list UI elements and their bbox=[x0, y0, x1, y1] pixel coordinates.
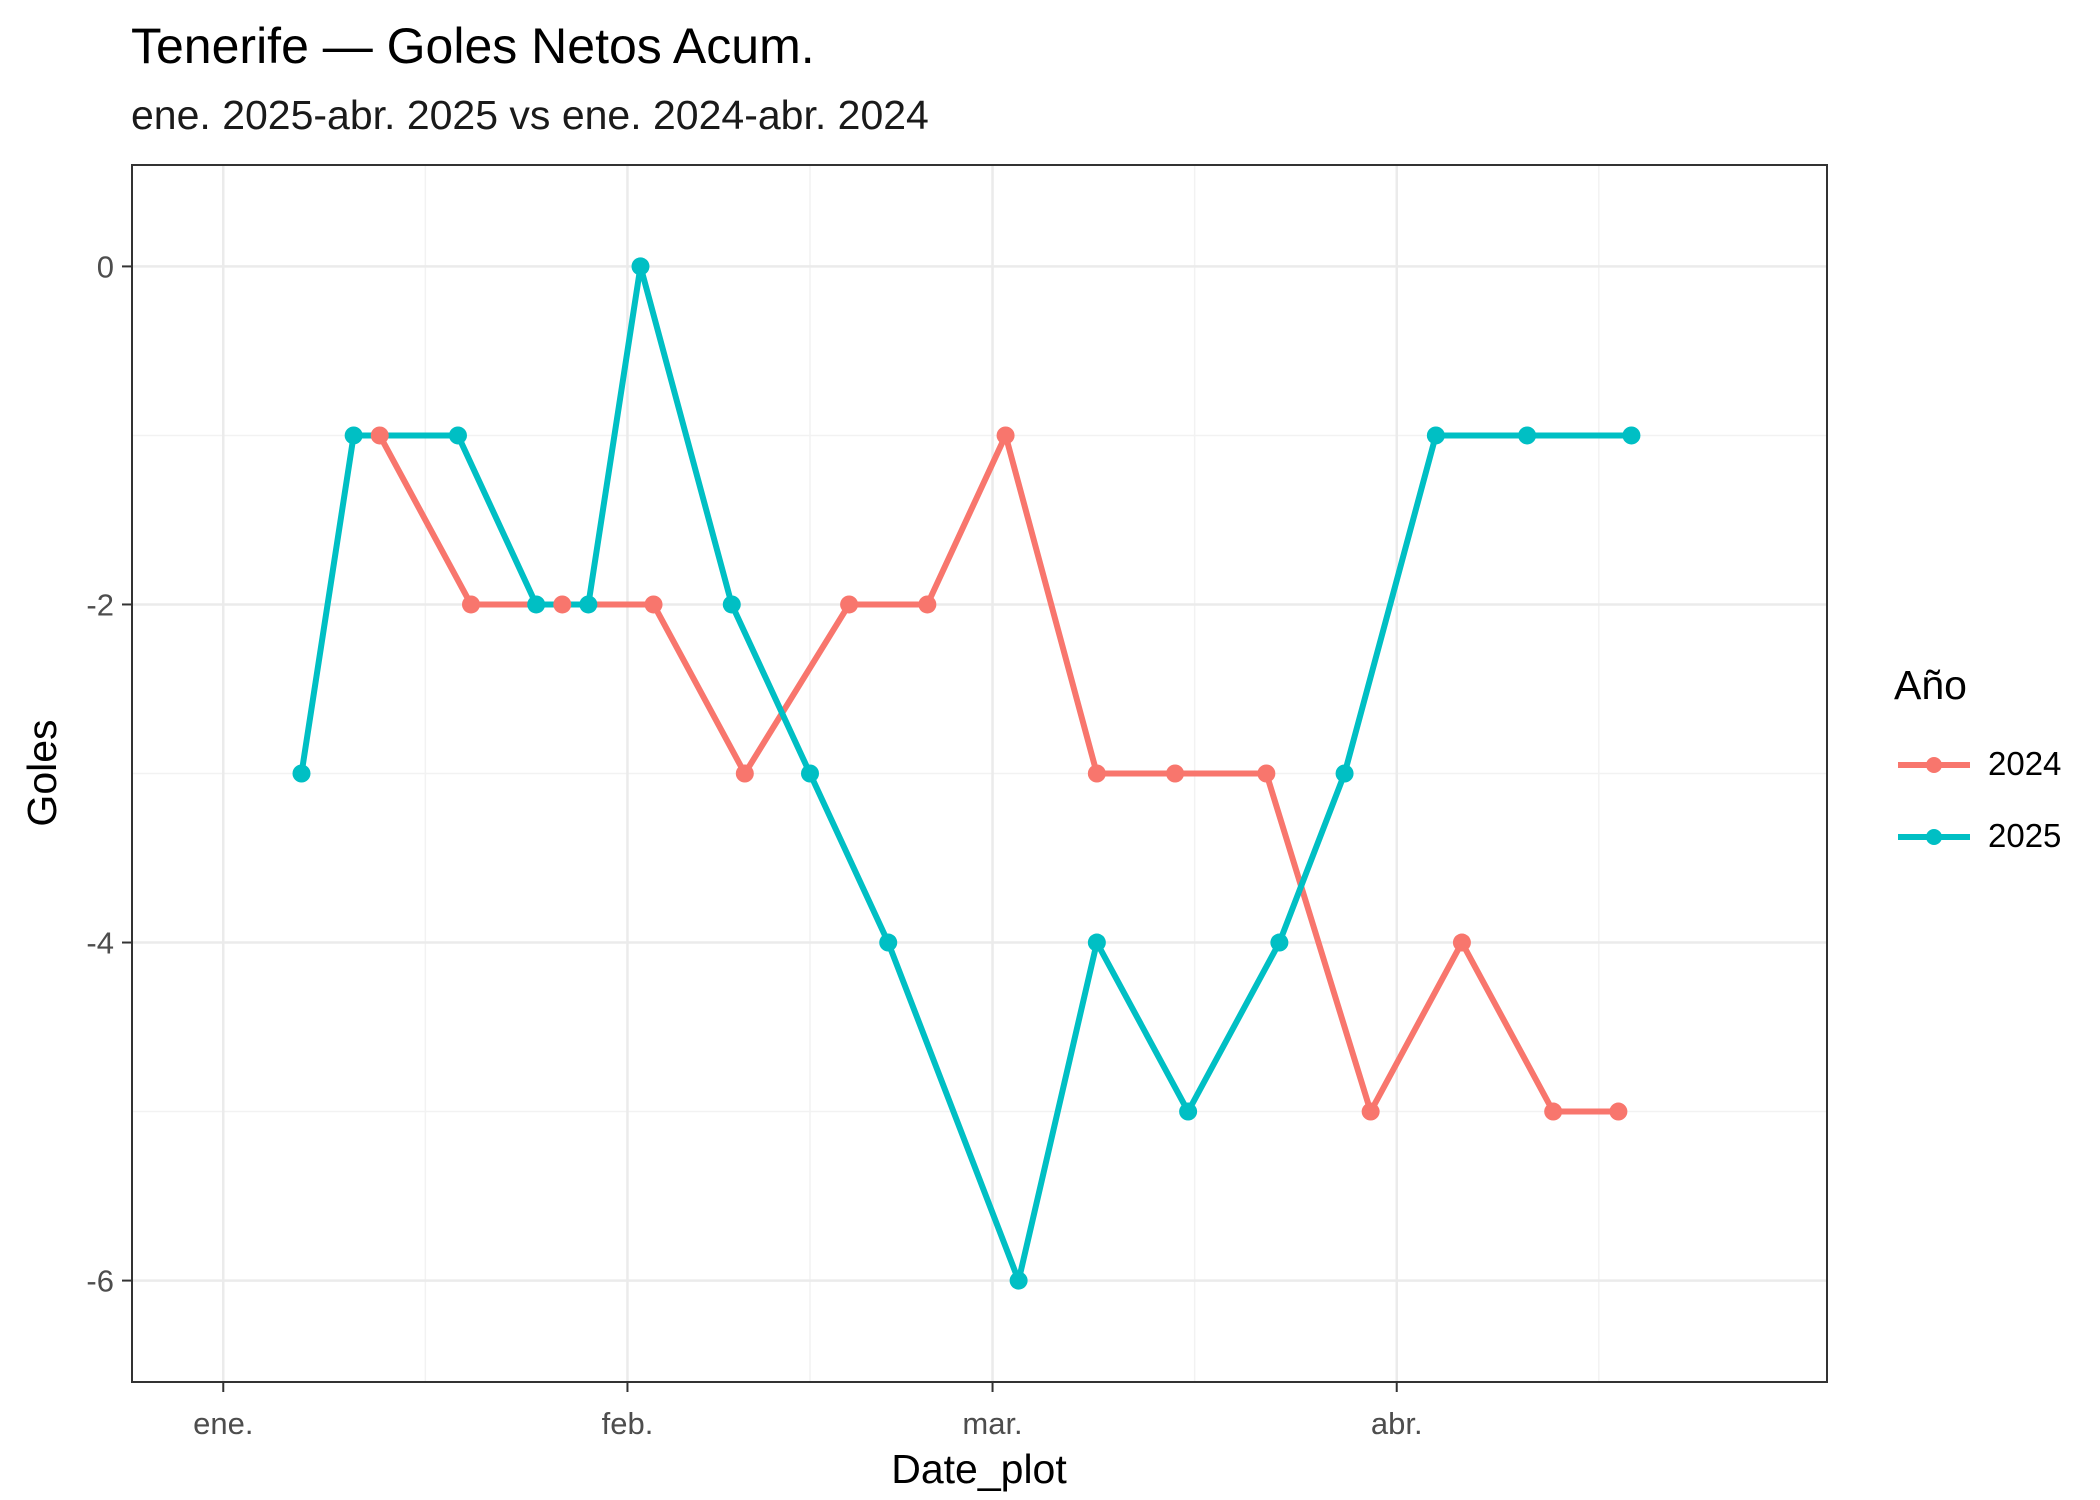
data-point-2024 bbox=[840, 595, 859, 614]
data-point-2025 bbox=[879, 933, 898, 952]
legend-key-point bbox=[1926, 757, 1942, 773]
data-point-2024 bbox=[1087, 764, 1106, 783]
chart-subtitle: ene. 2025-abr. 2025 vs ene. 2024-abr. 20… bbox=[131, 92, 929, 138]
data-point-2024 bbox=[462, 595, 480, 614]
data-point-2025 bbox=[1270, 933, 1289, 952]
data-point-2025 bbox=[1426, 426, 1445, 445]
data-point-2024 bbox=[1609, 1102, 1628, 1121]
legend-item-2025: 2025 bbox=[1894, 800, 2061, 872]
data-point-2025 bbox=[801, 764, 819, 783]
x-tick-label: abr. bbox=[1371, 1406, 1423, 1441]
data-point-2024 bbox=[918, 595, 937, 614]
data-point-2024 bbox=[644, 595, 663, 614]
data-point-2025 bbox=[1518, 426, 1537, 445]
data-point-2025 bbox=[1335, 764, 1354, 783]
y-tick-label: -4 bbox=[86, 926, 114, 961]
data-point-2024 bbox=[735, 764, 754, 783]
data-point-2025 bbox=[579, 595, 598, 614]
data-point-2024 bbox=[1452, 933, 1471, 952]
data-point-2025 bbox=[722, 595, 741, 614]
data-point-2024 bbox=[370, 426, 389, 445]
data-point-2024 bbox=[1544, 1102, 1563, 1121]
major-gridlines bbox=[132, 165, 1827, 1382]
legend-key-point bbox=[1926, 829, 1942, 845]
data-point-2025 bbox=[527, 595, 546, 614]
chart-title: Tenerife — Goles Netos Acum. bbox=[131, 18, 815, 74]
data-point-2025 bbox=[1009, 1271, 1028, 1290]
legend-label-2024: 2024 bbox=[1988, 745, 2062, 782]
plot-border bbox=[131, 164, 1828, 1383]
data-point-2025 bbox=[631, 257, 650, 276]
legend-key-2024 bbox=[1894, 744, 1974, 784]
x-tick-label: feb. bbox=[602, 1406, 654, 1441]
data-point-2024 bbox=[996, 426, 1015, 445]
axis-ticks: ene. feb. mar. abr. 0 -2 -4 -6 bbox=[86, 249, 1422, 1441]
x-tick-label: mar. bbox=[962, 1406, 1022, 1441]
data-point-2025 bbox=[1087, 933, 1106, 952]
y-tick-label: -2 bbox=[86, 587, 114, 622]
data-point-2025 bbox=[448, 426, 467, 445]
data-point-2024 bbox=[1166, 764, 1185, 783]
data-point-2024 bbox=[1361, 1102, 1380, 1121]
legend: Año 2024 2025 bbox=[1894, 660, 2061, 872]
series-layer bbox=[292, 257, 1641, 1290]
legend-label-2025: 2025 bbox=[1988, 817, 2062, 854]
data-point-2025 bbox=[292, 764, 311, 783]
legend-key-2025 bbox=[1894, 816, 1974, 856]
y-tick-label: 0 bbox=[97, 249, 114, 284]
legend-item-2024: 2024 bbox=[1894, 728, 2061, 800]
y-axis-title: Goles bbox=[19, 719, 65, 826]
data-point-2025 bbox=[344, 426, 363, 445]
data-point-2024 bbox=[1257, 764, 1276, 783]
data-point-2025 bbox=[1622, 426, 1641, 445]
data-point-2025 bbox=[1179, 1102, 1198, 1121]
legend-title: Año bbox=[1894, 662, 1967, 708]
x-tick-label: ene. bbox=[193, 1406, 253, 1441]
x-axis-title: Date_plot bbox=[891, 1446, 1067, 1492]
data-point-2024 bbox=[553, 595, 572, 614]
y-tick-label: -6 bbox=[86, 1264, 114, 1299]
